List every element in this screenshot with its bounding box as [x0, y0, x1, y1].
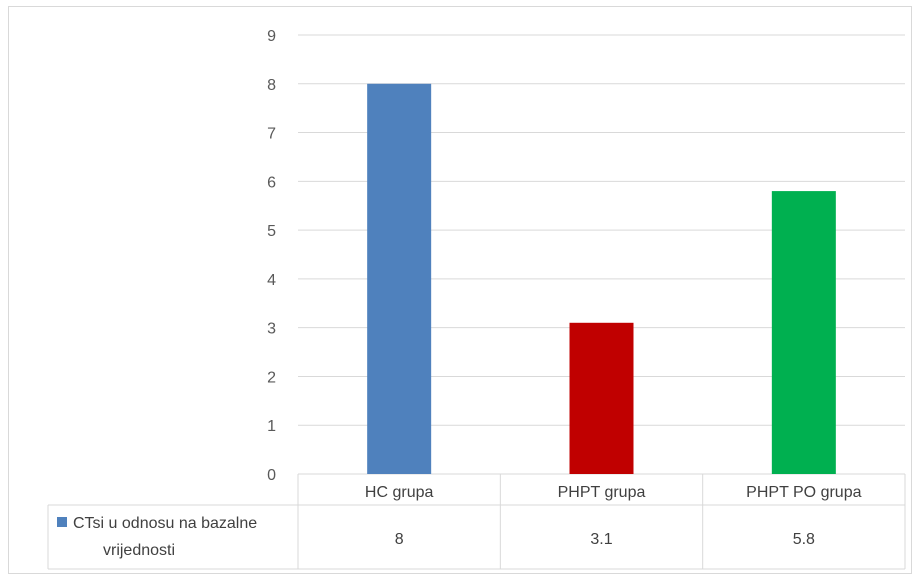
y-tick-label: 2: [267, 369, 276, 386]
legend-label-line2: vrijednosti: [103, 542, 175, 559]
y-tick-label: 6: [267, 174, 276, 191]
x-category-label: PHPT grupa: [558, 484, 646, 501]
bar: [569, 322, 634, 474]
x-category-label: HC grupa: [365, 484, 434, 501]
y-tick-label: 5: [267, 223, 276, 240]
y-tick-label: 1: [267, 418, 276, 435]
chart-frame: [8, 6, 912, 574]
legend-marker: [57, 517, 67, 527]
legend-label-line1: CTsi u odnosu na bazalne: [73, 515, 257, 532]
y-tick-label: 8: [267, 77, 276, 94]
data-table-value: 8: [395, 531, 404, 548]
y-tick-label: 7: [267, 126, 276, 143]
bar: [367, 83, 432, 475]
bar: [771, 191, 836, 475]
y-tick-label: 4: [267, 272, 276, 289]
y-tick-label: 9: [267, 28, 276, 45]
data-table-value: 5.8: [793, 531, 815, 548]
y-tick-label: 0: [267, 467, 276, 484]
x-category-label: PHPT PO grupa: [746, 484, 861, 501]
y-tick-label: 3: [267, 321, 276, 338]
data-table-value: 3.1: [590, 531, 612, 548]
